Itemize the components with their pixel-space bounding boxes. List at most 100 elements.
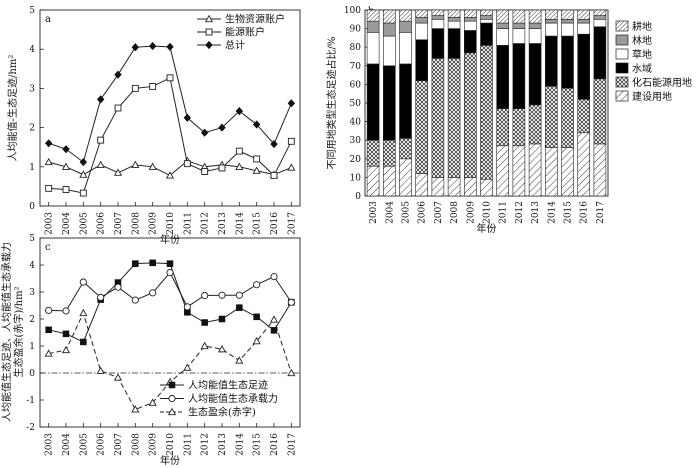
- x-tick-label: 2003: [45, 212, 55, 235]
- bar-segment: [528, 143, 542, 197]
- bar-segment: [545, 85, 558, 148]
- bar-segment: [431, 18, 445, 29]
- bar-segment: [512, 43, 526, 109]
- bar-segment: [383, 22, 396, 37]
- x-axis-label: 年份: [477, 222, 497, 235]
- bar-segment: [415, 80, 428, 174]
- data-point: [131, 405, 140, 413]
- x-tick-label: 2016: [270, 212, 280, 235]
- y-tick-label: 70: [350, 62, 362, 72]
- data-point: [270, 327, 278, 334]
- bar-segment: [383, 165, 396, 197]
- x-tick-label: 2008: [450, 201, 460, 224]
- data-point: [62, 330, 70, 338]
- x-tick-label: 2004: [62, 212, 72, 235]
- data-point: [218, 315, 226, 323]
- bar-segment: [593, 18, 607, 28]
- data-point: [218, 164, 226, 172]
- y-axis-label-line-1: 人均能值生态足迹、人均能值生态承载力: [0, 242, 13, 422]
- y-tick-label: 0: [29, 202, 35, 212]
- legend-label: 化石能源用地: [632, 76, 692, 89]
- x-tick-label: 2003: [369, 201, 379, 224]
- x-tick-label: 2013: [218, 212, 228, 235]
- x-tick-label: 2006: [97, 433, 107, 456]
- bar-segment: [415, 17, 428, 24]
- panel-letter: c: [45, 242, 51, 253]
- data-point: [287, 137, 295, 145]
- data-point: [97, 293, 105, 301]
- bar-segment: [366, 165, 380, 197]
- y-tick-label: 10: [350, 173, 362, 183]
- bar-segment: [480, 18, 493, 24]
- bar-segment: [399, 32, 412, 65]
- data-point: [235, 107, 244, 116]
- bar-segment: [593, 15, 607, 20]
- bar-segment: [561, 35, 574, 89]
- legend-label: 总计: [225, 39, 245, 52]
- bar-segment: [496, 108, 509, 147]
- data-point: [287, 298, 295, 306]
- y-tick-label: -1: [26, 396, 35, 406]
- data-point: [253, 155, 261, 163]
- data-point: [113, 168, 123, 176]
- y-tick-label: 0: [29, 369, 35, 379]
- bar-segment: [593, 143, 607, 197]
- data-point: [79, 158, 88, 167]
- legend-marker: [204, 14, 214, 23]
- bar-segment: [512, 28, 526, 44]
- bar-segment: [577, 22, 590, 35]
- bar-segment: [399, 158, 412, 197]
- legend-marker: [168, 381, 176, 389]
- x-tick-label: 2017: [287, 433, 297, 456]
- bar-segment: [399, 63, 412, 139]
- x-tick-label: 2007: [114, 433, 124, 456]
- bar-segment: [366, 63, 380, 141]
- data-point: [131, 43, 140, 52]
- x-tick-label: 2014: [235, 433, 245, 456]
- bar-segment: [383, 9, 396, 24]
- bar-segment: [512, 145, 526, 197]
- bar-segment: [431, 28, 445, 59]
- bar-segment: [512, 9, 526, 24]
- bar-segment: [593, 9, 607, 16]
- data-point: [114, 70, 122, 79]
- data-point: [44, 139, 53, 148]
- bar-segment: [399, 138, 412, 160]
- bar-segment: [577, 132, 590, 197]
- data-point: [200, 341, 209, 350]
- bar-segment: [577, 9, 590, 20]
- bar-segment: [464, 30, 477, 54]
- data-point: [79, 189, 87, 197]
- legend-swatch: [615, 20, 629, 32]
- data-point: [113, 373, 123, 381]
- legend-label: 林地: [632, 34, 652, 47]
- data-point: [114, 104, 122, 112]
- data-point: [217, 345, 227, 353]
- bar-segment: [431, 9, 445, 16]
- legend-swatch: [615, 34, 629, 46]
- bar-segment: [447, 28, 461, 59]
- y-tick-label: 3: [29, 84, 35, 94]
- bar-segment: [383, 139, 396, 167]
- y-tick-label: 5: [29, 234, 35, 244]
- y-tick-label: 80: [350, 43, 362, 53]
- legend-label: 水域: [632, 62, 652, 75]
- data-point: [235, 162, 244, 170]
- bar-segment: [496, 28, 509, 46]
- bar-segment: [480, 45, 493, 180]
- bar-segment: [561, 87, 574, 148]
- y-tick-label: 30: [350, 136, 362, 146]
- bar-segment: [496, 145, 509, 197]
- data-point: [270, 139, 278, 149]
- x-tick-label: 2009: [149, 433, 159, 456]
- data-point: [236, 304, 243, 311]
- x-tick-label: 2008: [131, 212, 141, 235]
- bar-segment: [464, 17, 477, 22]
- bar-segment: [545, 9, 558, 20]
- y-tick-label: 2: [29, 315, 35, 325]
- data-point: [149, 83, 157, 90]
- legend-label: 建设用地: [632, 90, 672, 103]
- bar-segment: [464, 9, 477, 18]
- x-tick-label: 2014: [547, 201, 557, 224]
- bar-segment: [415, 9, 428, 18]
